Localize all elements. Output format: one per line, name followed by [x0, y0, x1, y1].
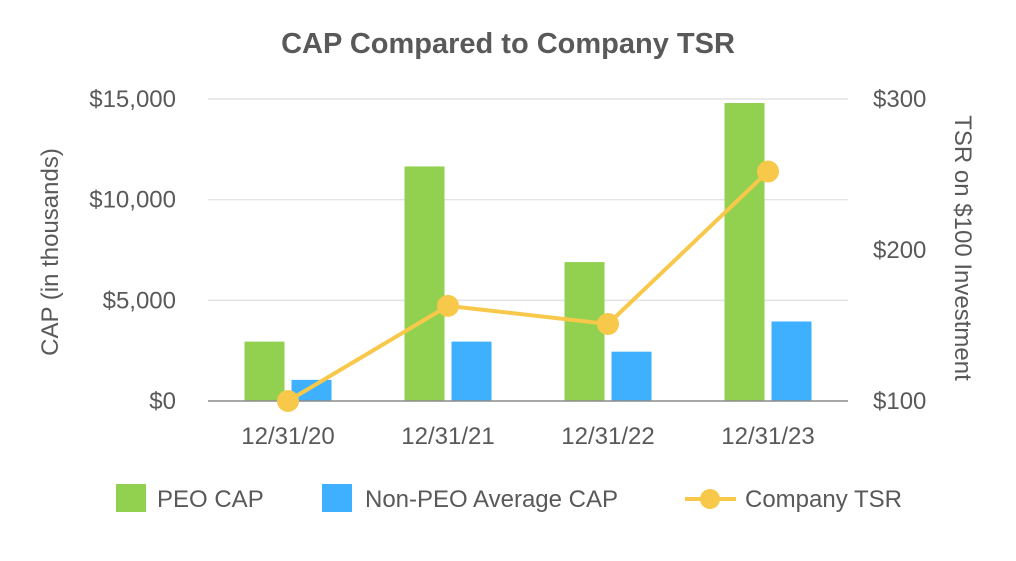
x-tick-12-31-23: 12/31/23 [721, 423, 814, 450]
y-axis-title: CAP (in thousands) [37, 148, 64, 356]
bars [244, 103, 812, 401]
legend-marker-company-tsr [700, 489, 720, 509]
line-company-tsr [286, 170, 770, 403]
bar-peo-cap-12-31-21 [404, 166, 445, 401]
bar-non-peo-average-cap-12-31-20 [291, 379, 332, 401]
y2-axis-title: TSR on $100 Investment [949, 115, 976, 381]
chart-title: CAP Compared to Company TSR [281, 28, 735, 60]
legend-label-non-peo-cap: Non-PEO Average CAP [365, 486, 618, 513]
y-tick-5-000: $5,000 [103, 287, 176, 314]
legend-swatch-non-peo-cap [322, 484, 352, 512]
bar-peo-cap-12-31-23 [724, 103, 765, 401]
y2-tick-300: $300 [873, 86, 926, 113]
bar-peo-cap-12-31-20 [244, 341, 285, 401]
left-axis-ticks: $0 $5,000 $10,000 $15,000 [89, 86, 176, 415]
y-tick-0: $0 [149, 388, 176, 415]
x-axis-ticks: 12/31/20 12/31/21 12/31/22 12/31/23 [241, 423, 814, 450]
x-tick-12-31-22: 12/31/22 [561, 423, 654, 450]
bar-peo-cap-12-31-22 [564, 262, 605, 401]
legend-label-company-tsr: Company TSR [745, 486, 902, 513]
point-company-tsr-12-31-22 [597, 312, 619, 335]
legend-label-peo-cap: PEO CAP [157, 486, 264, 513]
point-company-tsr-12-31-20 [277, 390, 299, 412]
y2-tick-200: $200 [873, 237, 926, 264]
legend: PEO CAP Non-PEO Average CAP Company TSR [116, 484, 902, 513]
y-tick-15-000: $15,000 [89, 86, 176, 113]
point-company-tsr-12-31-21 [437, 294, 459, 317]
bar-non-peo-average-cap-12-31-21 [451, 341, 492, 401]
legend-swatch-peo-cap [116, 484, 146, 512]
tsr-line-series [277, 160, 779, 412]
y2-tick-100: $100 [873, 388, 926, 415]
point-company-tsr-12-31-23 [757, 160, 779, 183]
right-axis-ticks: $100 $200 $300 [873, 86, 926, 415]
x-tick-12-31-21: 12/31/21 [401, 423, 494, 450]
y-tick-10-000: $10,000 [89, 187, 176, 214]
x-tick-12-31-20: 12/31/20 [241, 423, 334, 450]
bar-non-peo-average-cap-12-31-22 [611, 351, 652, 401]
bar-non-peo-average-cap-12-31-23 [771, 321, 812, 401]
